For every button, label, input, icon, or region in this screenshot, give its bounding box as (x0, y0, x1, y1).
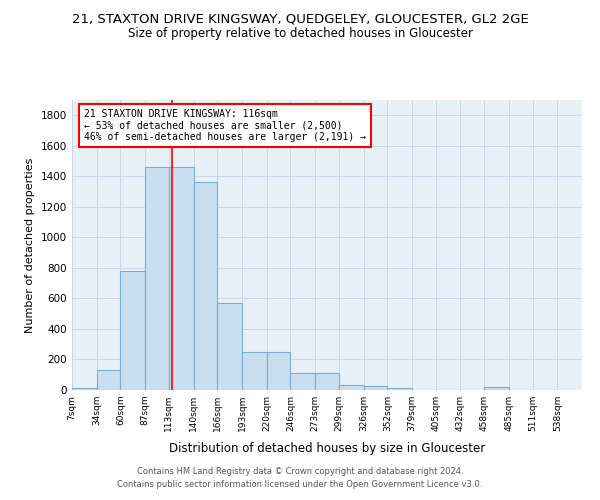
Text: Contains HM Land Registry data © Crown copyright and database right 2024.: Contains HM Land Registry data © Crown c… (137, 467, 463, 476)
Bar (339, 384, 364, 390)
Y-axis label: Number of detached properties: Number of detached properties (25, 158, 35, 332)
Bar (72, 388, 97, 390)
Bar (364, 386, 388, 390)
Bar (484, 387, 509, 390)
Text: Contains public sector information licensed under the Open Government Licence v3: Contains public sector information licen… (118, 480, 482, 489)
Bar (290, 373, 315, 390)
Bar (217, 303, 242, 390)
Text: 21 STAXTON DRIVE KINGSWAY: 116sqm
← 53% of detached houses are smaller (2,500)
4: 21 STAXTON DRIVE KINGSWAY: 116sqm ← 53% … (84, 109, 366, 142)
Bar (242, 352, 266, 390)
Text: 21, STAXTON DRIVE KINGSWAY, QUEDGELEY, GLOUCESTER, GL2 2GE: 21, STAXTON DRIVE KINGSWAY, QUEDGELEY, G… (71, 12, 529, 26)
Bar (266, 352, 290, 390)
Bar (145, 167, 169, 390)
X-axis label: Distribution of detached houses by size in Gloucester: Distribution of detached houses by size … (169, 442, 485, 456)
Text: Size of property relative to detached houses in Gloucester: Size of property relative to detached ho… (128, 28, 473, 40)
Bar (388, 388, 412, 390)
Bar (121, 271, 145, 390)
Bar (97, 370, 121, 390)
Bar (169, 167, 194, 390)
Bar (315, 373, 339, 390)
Bar (194, 182, 217, 390)
